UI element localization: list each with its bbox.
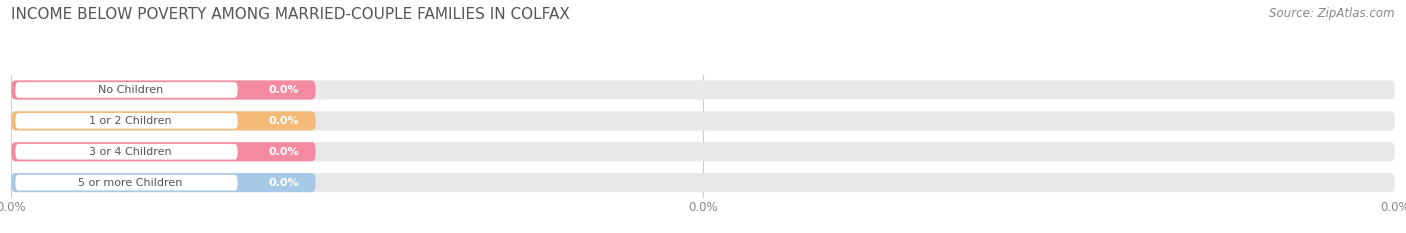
- Text: 0.0%: 0.0%: [269, 85, 299, 95]
- FancyBboxPatch shape: [15, 175, 238, 190]
- Text: 5 or more Children: 5 or more Children: [79, 178, 183, 188]
- Text: 1 or 2 Children: 1 or 2 Children: [90, 116, 172, 126]
- FancyBboxPatch shape: [15, 144, 238, 160]
- FancyBboxPatch shape: [11, 80, 315, 99]
- FancyBboxPatch shape: [11, 173, 315, 192]
- FancyBboxPatch shape: [11, 142, 315, 161]
- FancyBboxPatch shape: [15, 113, 238, 129]
- Text: Source: ZipAtlas.com: Source: ZipAtlas.com: [1270, 7, 1395, 20]
- FancyBboxPatch shape: [11, 111, 1395, 130]
- Text: No Children: No Children: [98, 85, 163, 95]
- FancyBboxPatch shape: [11, 80, 1395, 99]
- Text: 3 or 4 Children: 3 or 4 Children: [90, 147, 172, 157]
- FancyBboxPatch shape: [11, 173, 1395, 192]
- Text: 0.0%: 0.0%: [269, 147, 299, 157]
- Text: INCOME BELOW POVERTY AMONG MARRIED-COUPLE FAMILIES IN COLFAX: INCOME BELOW POVERTY AMONG MARRIED-COUPL…: [11, 7, 569, 22]
- Text: 0.0%: 0.0%: [269, 178, 299, 188]
- FancyBboxPatch shape: [11, 111, 315, 130]
- FancyBboxPatch shape: [15, 82, 238, 98]
- Text: 0.0%: 0.0%: [269, 116, 299, 126]
- FancyBboxPatch shape: [11, 142, 1395, 161]
